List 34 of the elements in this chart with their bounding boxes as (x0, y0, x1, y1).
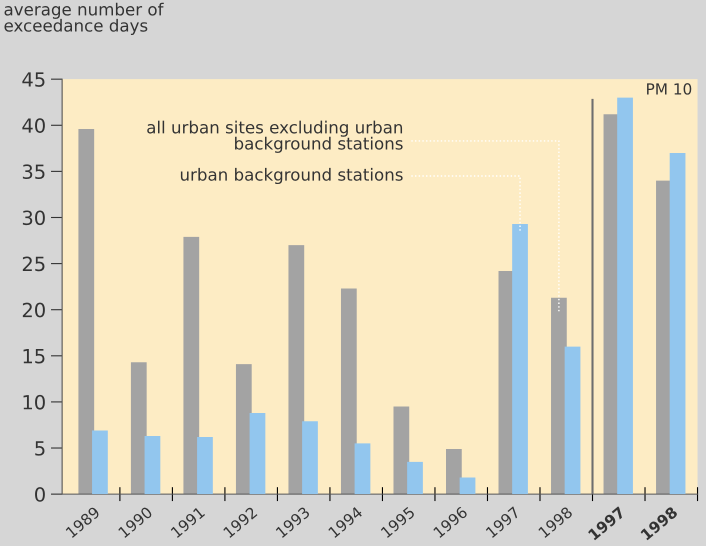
bar (512, 224, 528, 494)
bar (250, 412, 266, 494)
text: all urban sites excluding urban background stations (147, 120, 403, 153)
bar (460, 478, 476, 494)
bar (197, 436, 213, 494)
y-tick-label: 45 (22, 72, 44, 87)
bar (407, 462, 423, 494)
bar (393, 406, 410, 494)
y-tick-label: 30 (22, 210, 45, 226)
annotation: PM 10 (647, 83, 692, 95)
y-tick-label: 25 (22, 256, 44, 272)
bar (130, 362, 147, 494)
y-tick-label: 35 (22, 164, 44, 180)
bar (236, 364, 252, 494)
bar (288, 245, 304, 494)
bar (446, 448, 462, 494)
bar (302, 421, 318, 494)
bar (183, 236, 200, 494)
bar (92, 430, 108, 494)
y-tick-label: 20 (22, 302, 45, 318)
bar (340, 288, 357, 494)
y-tick-label: 10 (24, 394, 45, 410)
y-tick-label: 15 (24, 349, 44, 364)
y-axis-title: average number of exceedance days (4, 2, 164, 35)
bar (670, 152, 686, 494)
text: urban background stations (180, 168, 403, 184)
bar (564, 346, 580, 494)
y-tick-label: 5 (35, 441, 44, 456)
bar (617, 98, 633, 494)
y-tick-label: 0 (35, 487, 45, 502)
bar (354, 443, 370, 494)
y-tick-label: 40 (22, 118, 45, 133)
bar (144, 436, 160, 494)
bar (78, 128, 94, 494)
